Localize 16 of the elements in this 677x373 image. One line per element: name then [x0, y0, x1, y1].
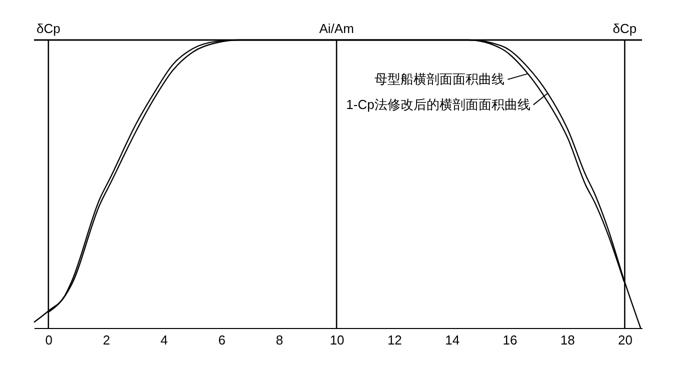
- x-tick-label: 8: [276, 332, 284, 348]
- x-tick-label: 18: [560, 332, 575, 348]
- x-tick-label: 0: [45, 332, 53, 348]
- x-tick-label: 14: [445, 332, 460, 348]
- annotation: δCp: [36, 21, 60, 36]
- x-tick-label: 16: [502, 332, 518, 348]
- x-tick-label: 4: [160, 332, 168, 348]
- ref-line-label: Ai/Am: [319, 21, 354, 36]
- annotation: δCp: [612, 21, 637, 36]
- x-tick-label: 6: [218, 332, 226, 348]
- x-tick-label: 2: [102, 332, 110, 348]
- x-tick-label: 10: [330, 332, 344, 348]
- legend-label: 1-Cp法修改后的横剖面面积曲线: [346, 96, 530, 112]
- x-tick-label: 12: [387, 332, 402, 348]
- x-tick-label: 20: [618, 332, 632, 348]
- legend-label: 母型船横剖面面积曲线: [374, 71, 505, 86]
